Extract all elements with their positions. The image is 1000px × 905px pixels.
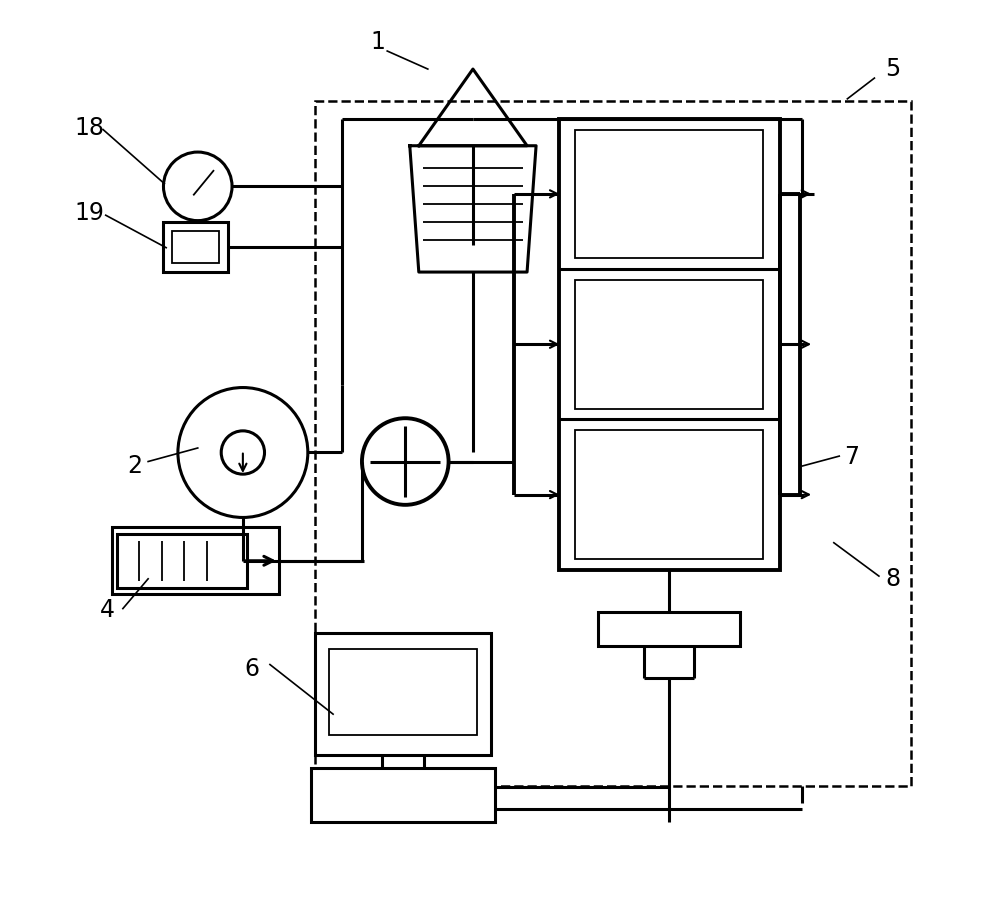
Bar [315, 100, 911, 786]
Bar [575, 280, 763, 408]
Text: 7: 7 [844, 445, 859, 469]
Bar [117, 534, 247, 588]
Bar [315, 633, 491, 755]
Bar [163, 223, 228, 272]
Bar [559, 119, 780, 570]
Text: 4: 4 [100, 598, 115, 623]
Text: 19: 19 [75, 202, 104, 225]
Circle shape [362, 418, 449, 505]
Bar [311, 768, 495, 823]
Text: 8: 8 [885, 567, 900, 591]
Bar [172, 232, 219, 263]
Bar [575, 430, 763, 559]
Text: 6: 6 [244, 657, 259, 681]
Text: 5: 5 [885, 57, 900, 81]
Circle shape [163, 152, 232, 221]
Text: 1: 1 [371, 30, 386, 54]
Bar [112, 528, 279, 595]
Text: 18: 18 [74, 116, 104, 139]
Circle shape [178, 387, 308, 518]
Text: 2: 2 [127, 454, 142, 478]
Bar [575, 129, 763, 258]
Bar [329, 649, 477, 735]
Bar [598, 612, 740, 646]
